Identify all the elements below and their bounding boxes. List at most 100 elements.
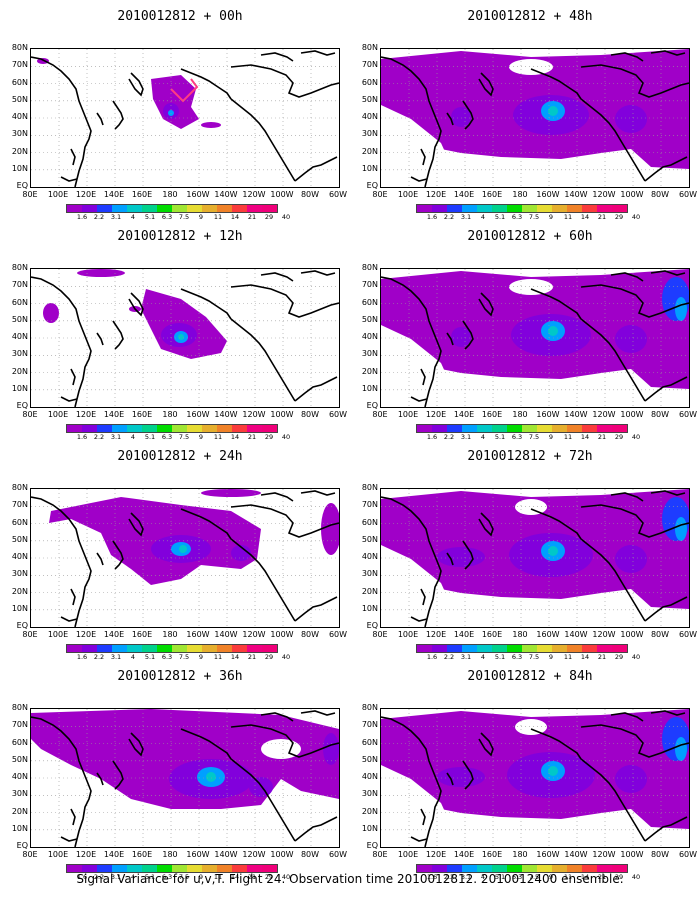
lon-tick-label: 100E — [397, 630, 419, 639]
lon-tick-label: 140E — [103, 190, 125, 199]
lon-tick-label: 180 — [162, 630, 178, 639]
colorbar-label: 6.3 — [511, 213, 523, 221]
colorbar-swatch — [262, 645, 277, 652]
colorbar-swatch — [477, 205, 492, 212]
colorbar-swatch — [127, 865, 142, 872]
lon-tick-label: 180 — [512, 410, 528, 419]
colorbar-swatch — [112, 205, 127, 212]
colorbar-label: 29 — [614, 433, 624, 441]
lon-tick-label: 100E — [397, 410, 419, 419]
colorbar-swatch — [217, 645, 232, 652]
map-panel: 2010012812 + 48h 80N 70N 60N 50N 40N 30N 20N 10N… — [360, 8, 700, 221]
colorbar-swatch — [247, 865, 262, 872]
lon-tick-label: 180 — [512, 850, 528, 859]
figure-caption: Signal Variance for u,v,T. Flight 24. Ob… — [76, 872, 624, 886]
lat-tick-label: 40N — [361, 552, 378, 561]
lat-tick-label: 80N — [361, 263, 378, 272]
lat-tick-label: 60N — [11, 737, 28, 747]
lon-tick-label: 120E — [425, 630, 447, 639]
colorbar-label: 7.5 — [528, 653, 540, 661]
colorbar-label: 2.2 — [443, 433, 455, 441]
colorbar-label: 21 — [247, 213, 257, 221]
lat-tick-label: 10N — [11, 823, 28, 833]
colorbar-swatch — [447, 865, 462, 872]
lon-tick-label: 100W — [270, 410, 294, 419]
colorbar-swatch — [507, 205, 522, 212]
colorbar-label: 7.5 — [178, 213, 190, 221]
colorbar — [416, 864, 628, 873]
lon-tick-label: 140E — [453, 410, 475, 419]
lon-tick-label: 180 — [512, 630, 528, 639]
colorbar-swatch — [157, 425, 172, 432]
colorbar-swatch — [567, 205, 582, 212]
colorbar-label: 40 — [281, 873, 291, 881]
colorbar-label: 9 — [198, 653, 204, 661]
map-panel: 2010012812 + 72h 80N 70N 60N 50N 40N 30N 20N 10N… — [360, 448, 700, 661]
lat-tick-label: 30N — [361, 789, 378, 799]
colorbar — [66, 424, 278, 433]
lat-tick-label: EQ — [16, 181, 28, 190]
colorbar-label: 7.5 — [528, 433, 540, 441]
lat-tick-label: 80N — [11, 483, 28, 492]
colorbar-swatch — [247, 645, 262, 652]
colorbar-label: 9 — [548, 213, 554, 221]
colorbar-swatch — [97, 205, 112, 212]
colorbar-label: 2.2 — [93, 433, 105, 441]
colorbar-label: 3.1 — [110, 213, 122, 221]
panel-title: 2010012812 + 24h — [117, 449, 243, 464]
lon-tick-label: 160E — [131, 410, 153, 419]
coastlines — [31, 270, 339, 407]
colorbar-label: 29 — [614, 213, 624, 221]
colorbar-label: 21 — [597, 653, 607, 661]
lon-tick-label: 120W — [242, 190, 266, 199]
signal-variance-map — [30, 708, 340, 848]
colorbar-label: 29 — [264, 873, 274, 881]
colorbar-swatch — [432, 425, 447, 432]
variance-field — [381, 49, 689, 187]
lon-tick-label: 100E — [397, 850, 419, 859]
colorbar-swatch — [67, 645, 82, 652]
lat-tick-label: 80N — [11, 263, 28, 272]
lat-tick-label: 40N — [361, 332, 378, 341]
colorbar-swatch — [172, 865, 187, 872]
colorbar-swatch — [507, 645, 522, 652]
lon-tick-label: 100E — [397, 190, 419, 199]
lat-tick-label: 40N — [11, 552, 28, 561]
lat-tick-label: 30N — [361, 349, 378, 359]
colorbar-label: 11 — [213, 433, 223, 441]
colorbar-label: 6.3 — [161, 873, 173, 881]
lon-tick-label: 80E — [22, 410, 38, 419]
lat-tick-label: 10N — [11, 163, 28, 173]
variance-field — [381, 269, 689, 407]
colorbar — [66, 644, 278, 653]
map-canvas — [31, 709, 339, 847]
colorbar-swatch — [82, 645, 97, 652]
lon-tick-label: 140E — [103, 630, 125, 639]
colorbar-label: 4 — [130, 213, 136, 221]
colorbar-label: 2.2 — [443, 653, 455, 661]
colorbar-swatch — [232, 865, 247, 872]
map-canvas — [381, 489, 689, 627]
colorbar-swatch — [567, 425, 582, 432]
colorbar-label: 2.2 — [443, 873, 455, 881]
lat-tick-label: EQ — [366, 401, 378, 410]
signal-variance-map — [30, 268, 340, 408]
colorbar-swatch — [552, 205, 567, 212]
lat-tick-label: 30N — [11, 569, 28, 579]
colorbar-swatch — [597, 205, 612, 212]
colorbar-label: 4 — [480, 213, 486, 221]
lon-tick-label: 160W — [186, 850, 210, 859]
colorbar-swatch — [157, 645, 172, 652]
lon-tick-label: 100E — [47, 410, 69, 419]
colorbar-label: 4 — [130, 653, 136, 661]
lat-tick-label: 50N — [361, 534, 378, 544]
colorbar-label: 3.1 — [460, 433, 472, 441]
lon-tick-label: 80E — [22, 190, 38, 199]
lon-tick-label: 80W — [300, 190, 320, 199]
lon-tick-label: 100W — [270, 630, 294, 639]
colorbar-swatch — [187, 425, 202, 432]
colorbar-swatch — [462, 205, 477, 212]
lon-tick-label: 120E — [75, 410, 97, 419]
colorbar-label: 40 — [281, 433, 291, 441]
panel-title: 2010012812 + 48h — [467, 9, 593, 24]
